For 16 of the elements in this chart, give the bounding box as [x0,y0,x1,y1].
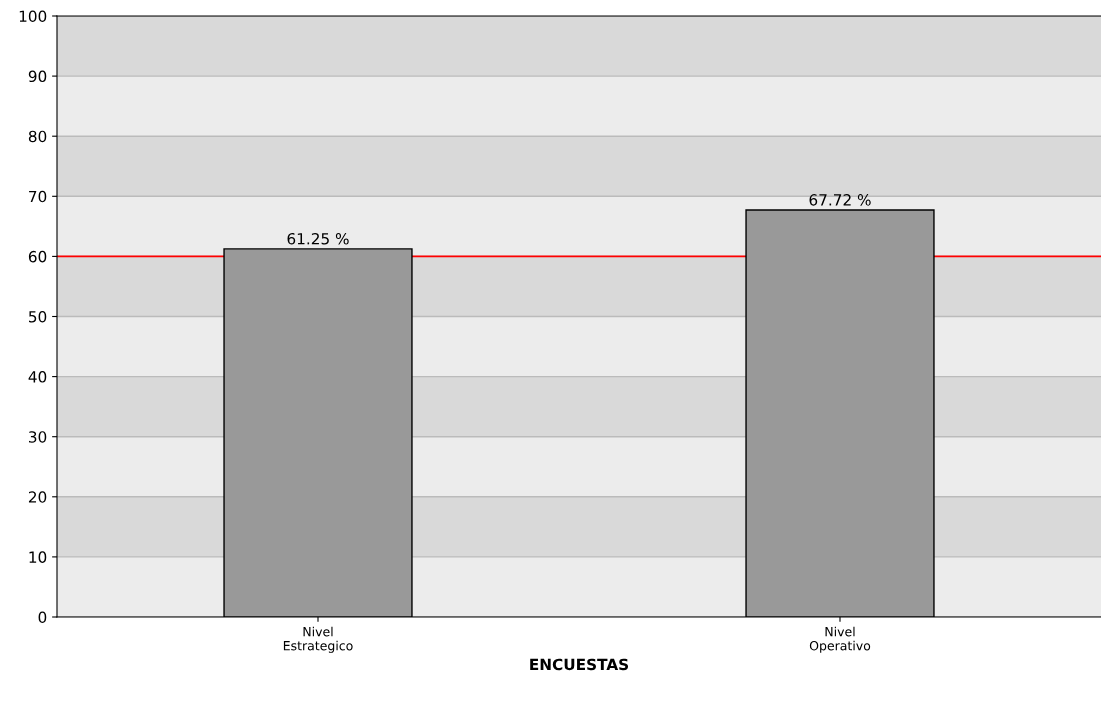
y-tick-label: 100 [19,10,47,23]
y-tick-label: 30 [29,431,47,443]
y-tick-label: 0 [38,611,47,624]
y-tick-label: 10 [29,551,47,563]
y-tick-label: 40 [28,371,47,383]
x-tick-label: Nivel Operativo [809,626,871,653]
y-tick-label: 80 [28,130,47,143]
x-axis-title: ENCUESTAS [530,658,629,671]
y-tick-label: 60 [28,250,47,263]
y-tick-label: 70 [29,190,47,203]
y-tick-label: 50 [29,310,47,323]
data-label: 67.72 % [809,194,871,206]
y-tick-label: 20 [28,491,47,503]
x-tick-label: Nivel Estrategico [283,626,353,653]
data-label: 61.25 % [287,232,349,245]
y-tick-label: 90 [28,70,47,83]
